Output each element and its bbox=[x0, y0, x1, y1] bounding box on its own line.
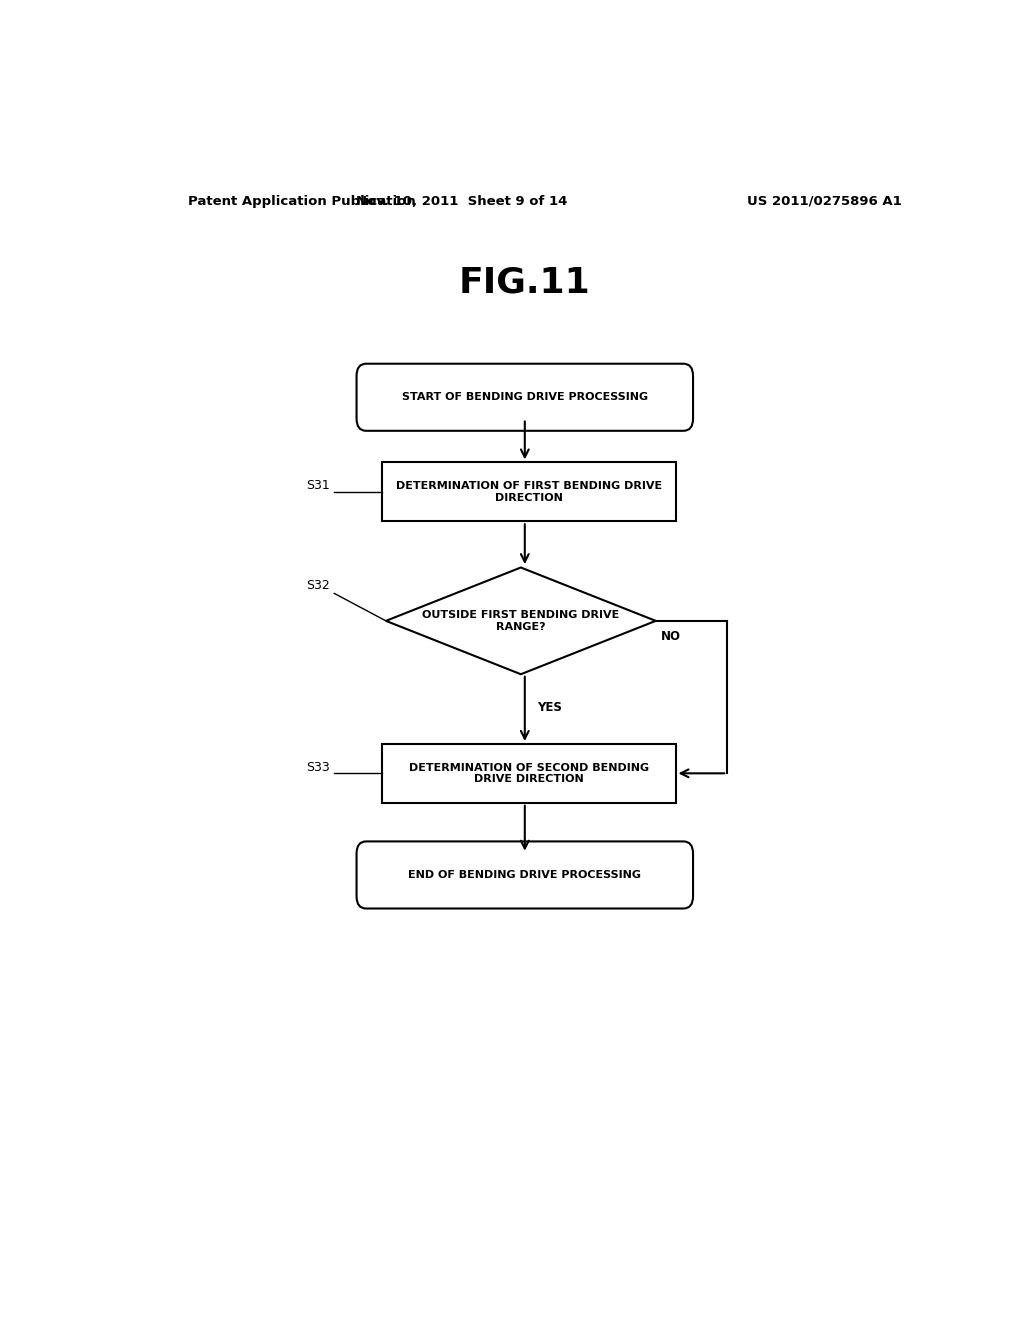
Bar bbox=[382, 462, 676, 521]
Text: FIG.11: FIG.11 bbox=[459, 265, 591, 300]
Text: OUTSIDE FIRST BENDING DRIVE
RANGE?: OUTSIDE FIRST BENDING DRIVE RANGE? bbox=[422, 610, 620, 632]
Text: Nov. 10, 2011  Sheet 9 of 14: Nov. 10, 2011 Sheet 9 of 14 bbox=[355, 194, 567, 207]
Text: YES: YES bbox=[537, 701, 561, 714]
Text: DETERMINATION OF FIRST BENDING DRIVE
DIRECTION: DETERMINATION OF FIRST BENDING DRIVE DIR… bbox=[395, 480, 662, 503]
Text: S32: S32 bbox=[306, 578, 331, 591]
Polygon shape bbox=[386, 568, 655, 675]
Bar bbox=[382, 744, 676, 803]
Text: START OF BENDING DRIVE PROCESSING: START OF BENDING DRIVE PROCESSING bbox=[401, 392, 648, 403]
Text: NO: NO bbox=[662, 630, 681, 643]
Text: DETERMINATION OF SECOND BENDING
DRIVE DIRECTION: DETERMINATION OF SECOND BENDING DRIVE DI… bbox=[409, 763, 649, 784]
Text: S31: S31 bbox=[306, 479, 331, 492]
FancyBboxPatch shape bbox=[356, 364, 693, 430]
Text: US 2011/0275896 A1: US 2011/0275896 A1 bbox=[748, 194, 902, 207]
FancyBboxPatch shape bbox=[356, 841, 693, 908]
Text: END OF BENDING DRIVE PROCESSING: END OF BENDING DRIVE PROCESSING bbox=[409, 870, 641, 880]
Text: Patent Application Publication: Patent Application Publication bbox=[187, 194, 416, 207]
Text: S33: S33 bbox=[306, 760, 331, 774]
